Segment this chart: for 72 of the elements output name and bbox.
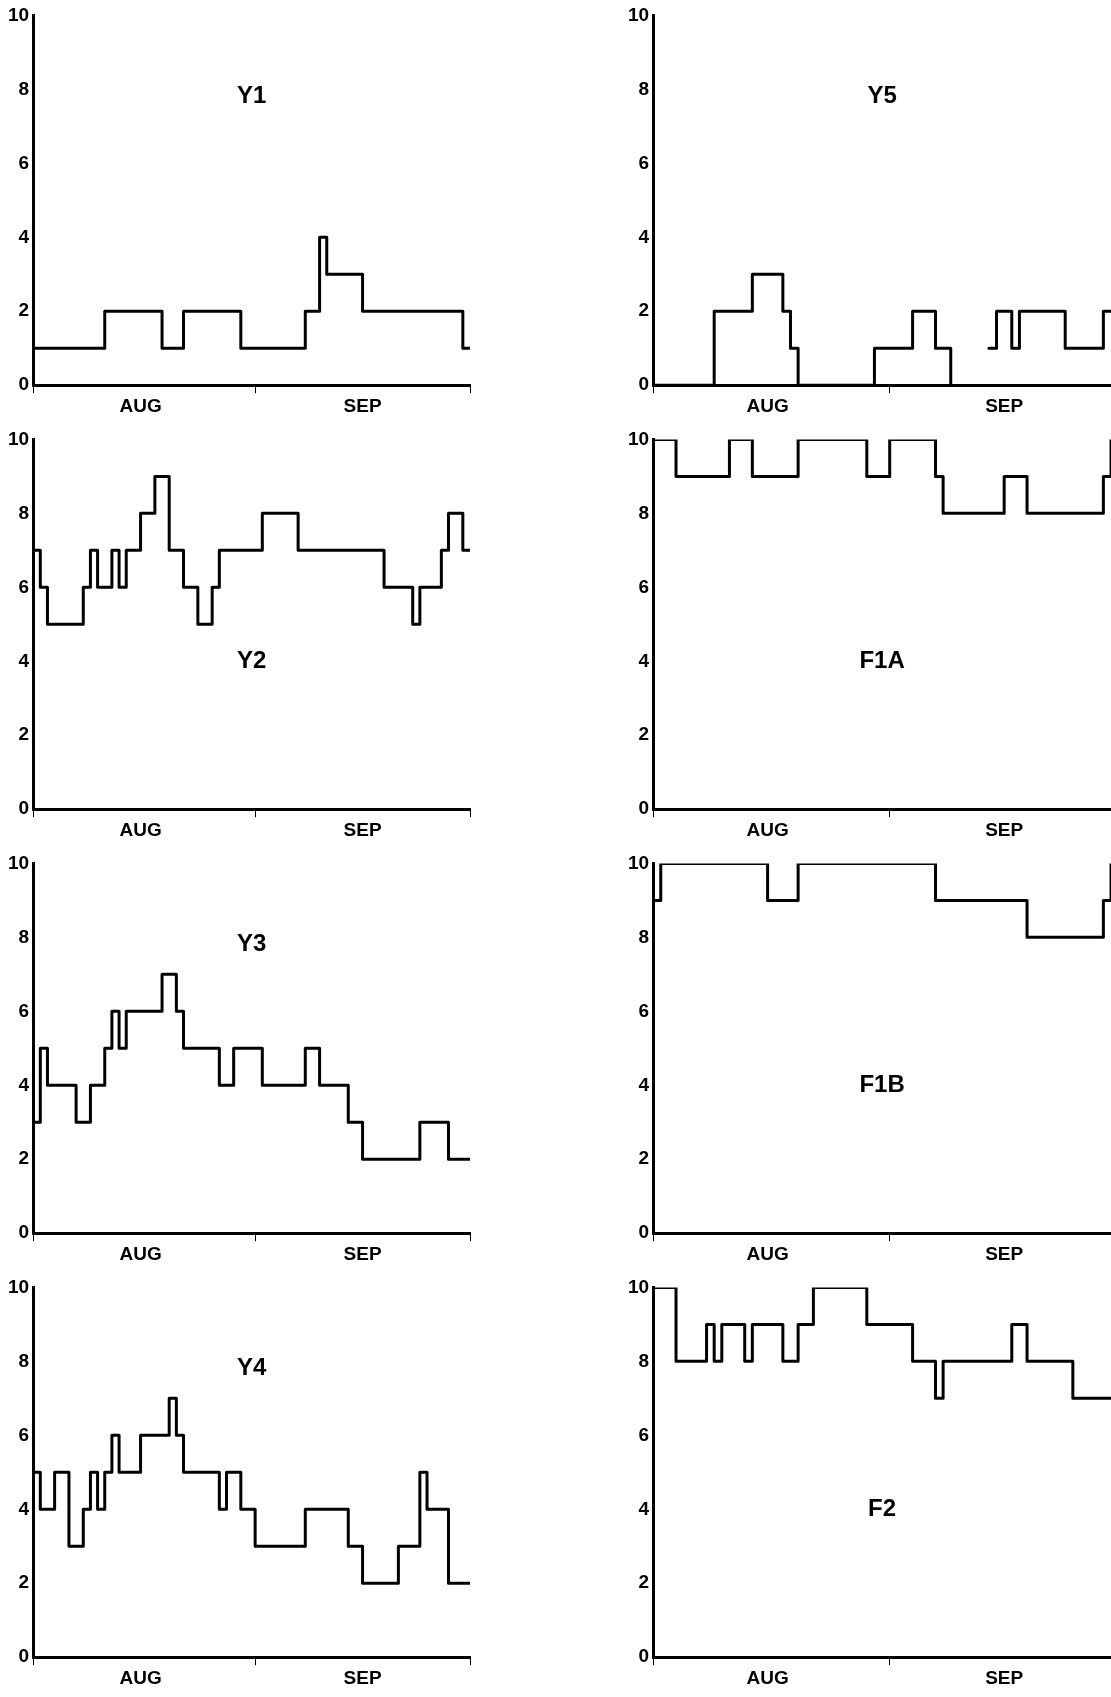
text: F1B — [859, 1069, 905, 1097]
y-tick-label: 8 — [18, 77, 30, 99]
y-tick-label: 8 — [18, 501, 30, 523]
y-tick-label: 8 — [638, 1349, 650, 1371]
x-tick-label: AUG — [746, 394, 789, 416]
x-tick-label: SEP — [985, 818, 1024, 840]
y-tick-label: 0 — [18, 1221, 30, 1243]
y-tick-label: 0 — [18, 373, 30, 395]
y-tick-label: 6 — [18, 999, 30, 1021]
y-tick-label: 6 — [638, 575, 650, 597]
y-tick-label: 4 — [638, 1497, 650, 1519]
y-tick-label: 4 — [18, 1073, 30, 1095]
text: F1A — [859, 645, 905, 673]
y-tick-label: 4 — [638, 1073, 650, 1095]
y-tick-label: 0 — [638, 373, 650, 395]
text: F2 — [868, 1493, 897, 1521]
y-tick-label: 4 — [638, 649, 650, 671]
x-tick-label: SEP — [985, 1242, 1024, 1264]
text: Y3 — [236, 929, 267, 957]
x-tick-label: SEP — [985, 394, 1024, 416]
y-tick-label: 4 — [638, 225, 650, 247]
x-tick-label: AUG — [119, 394, 162, 416]
y-tick-label: 6 — [638, 1423, 650, 1445]
y-tick-label: 10 — [627, 851, 650, 873]
x-tick-label: AUG — [746, 1242, 789, 1264]
y-tick-label: 2 — [638, 723, 650, 745]
y-tick-label: 8 — [638, 77, 650, 99]
text: Y2 — [236, 645, 267, 673]
y-tick-label: 6 — [638, 999, 650, 1021]
y-tick-label: 2 — [638, 1571, 650, 1593]
x-tick-label: AUG — [119, 1666, 162, 1688]
y-tick-label: 2 — [638, 299, 650, 321]
y-tick-label: 10 — [7, 851, 30, 873]
y-tick-label: 10 — [627, 427, 650, 449]
x-tick-label: SEP — [343, 818, 382, 840]
y-tick-label: 0 — [638, 1221, 650, 1243]
x-tick-label: AUG — [119, 1242, 162, 1264]
text: Y5 — [867, 81, 897, 109]
y-tick-label: 6 — [18, 575, 30, 597]
y-tick-label: 6 — [638, 151, 650, 173]
y-tick-label: 2 — [18, 1147, 30, 1169]
y-tick-label: 0 — [18, 797, 30, 819]
text: Y4 — [236, 1353, 267, 1381]
y-tick-label: 8 — [18, 1349, 30, 1371]
y-tick-label: 10 — [7, 427, 30, 449]
x-tick-label: SEP — [985, 1666, 1024, 1688]
y-tick-label: 2 — [638, 1147, 650, 1169]
y-tick-label: 8 — [638, 925, 650, 947]
y-tick-label: 2 — [18, 723, 30, 745]
x-tick-label: SEP — [343, 1242, 382, 1264]
x-tick-label: SEP — [343, 394, 382, 416]
y-tick-label: 10 — [627, 1275, 650, 1297]
y-tick-label: 0 — [638, 1645, 650, 1667]
y-tick-label: 2 — [18, 299, 30, 321]
x-tick-label: AUG — [119, 818, 162, 840]
y-tick-label: 2 — [18, 1571, 30, 1593]
x-tick-label: SEP — [343, 1666, 382, 1688]
y-tick-label: 6 — [18, 151, 30, 173]
y-tick-label: 10 — [7, 1275, 30, 1297]
y-tick-label: 4 — [18, 225, 30, 247]
y-tick-label: 0 — [18, 1645, 30, 1667]
x-tick-label: AUG — [746, 818, 789, 840]
y-tick-label: 4 — [18, 1497, 30, 1519]
x-tick-label: AUG — [746, 1666, 789, 1688]
y-tick-label: 10 — [627, 3, 650, 25]
y-tick-label: 8 — [18, 925, 30, 947]
y-tick-label: 10 — [7, 3, 30, 25]
y-tick-label: 0 — [638, 797, 650, 819]
y-tick-label: 4 — [18, 649, 30, 671]
y-tick-label: 6 — [18, 1423, 30, 1445]
text: Y1 — [236, 81, 267, 109]
y-tick-label: 8 — [638, 501, 650, 523]
